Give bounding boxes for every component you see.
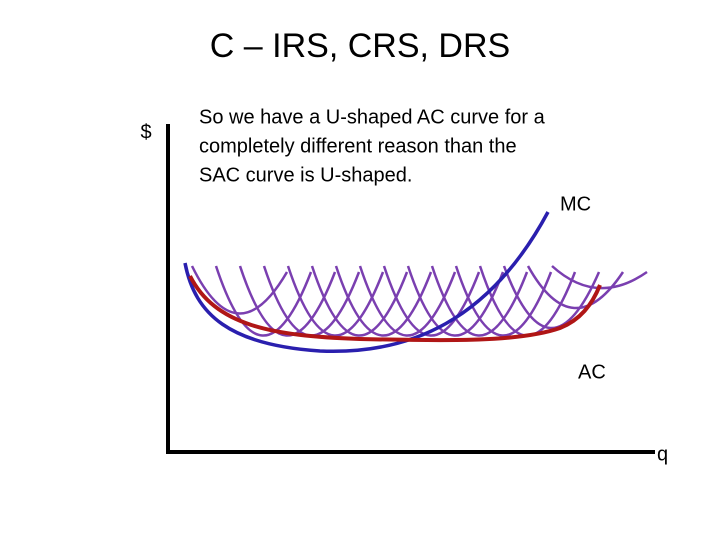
sac-curve: [382, 265, 481, 337]
sac-curve: [310, 265, 409, 337]
sac-curve: [406, 265, 505, 337]
sac-curve: [334, 265, 433, 337]
x-axis-label: q: [657, 443, 668, 465]
sac-curve: [454, 265, 553, 337]
sac-curve: [190, 265, 289, 315]
sac-curve: [358, 265, 457, 337]
sac-curve: [286, 265, 385, 337]
sac-curve: [214, 265, 313, 337]
sac-curve: [430, 265, 529, 337]
text-line: completely different reason than the: [199, 135, 517, 157]
text-line: So we have a U-shaped AC curve for a: [199, 106, 546, 128]
ac-label: AC: [578, 361, 606, 383]
ac-curve: [188, 275, 602, 343]
sac-curve: [238, 265, 337, 337]
mc-curve: [183, 211, 550, 354]
mc-label: MC: [560, 193, 591, 215]
y-axis-label: $: [140, 121, 151, 143]
text-line: SAC curve is U-shaped.: [199, 164, 412, 186]
sac-curve: [502, 265, 601, 330]
title: C – IRS, CRS, DRS: [210, 27, 510, 65]
